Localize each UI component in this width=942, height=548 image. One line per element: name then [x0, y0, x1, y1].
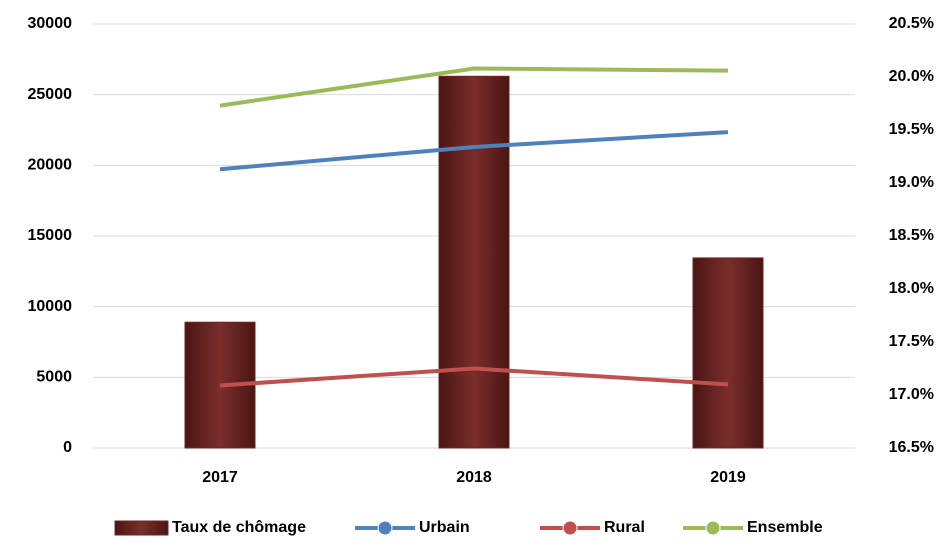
line-series: [219, 366, 729, 388]
y2-tick-label: 19.0%: [889, 174, 934, 191]
line-series: [219, 66, 729, 108]
x-tick-label: 2019: [710, 469, 746, 486]
y-tick-label: 10000: [28, 298, 73, 315]
bar: [692, 257, 764, 449]
y2-tick-label: 18.0%: [889, 280, 934, 297]
x-tick-label: 2018: [456, 469, 492, 486]
y2-tick-label: 16.5%: [889, 439, 934, 456]
y2-tick-label: 18.5%: [889, 227, 934, 244]
legend-marker: [562, 520, 578, 536]
legend-label: Rural: [604, 519, 645, 536]
line-series: [219, 130, 729, 172]
y2-tick-label: 20.5%: [889, 15, 934, 32]
x-tick-label: 2017: [202, 469, 238, 486]
y2-tick-label: 17.0%: [889, 386, 934, 403]
y-tick-label: 15000: [28, 227, 73, 244]
legend-label: Taux de chômage: [172, 519, 306, 536]
y-tick-label: 5000: [36, 369, 72, 386]
y-tick-label: 25000: [28, 86, 73, 103]
y2-tick-label: 17.5%: [889, 333, 934, 350]
y2-tick-label: 20.0%: [889, 68, 934, 85]
bar: [438, 75, 510, 449]
y-tick-label: 0: [63, 439, 72, 456]
legend-swatch: [114, 520, 169, 536]
y2-tick-label: 19.5%: [889, 121, 934, 138]
legend-label: Urbain: [419, 519, 470, 536]
legend-marker: [377, 520, 393, 536]
y-tick-label: 20000: [28, 157, 73, 174]
legend-label: Ensemble: [747, 519, 823, 536]
legend-marker: [705, 520, 721, 536]
y-tick-label: 30000: [28, 15, 73, 32]
